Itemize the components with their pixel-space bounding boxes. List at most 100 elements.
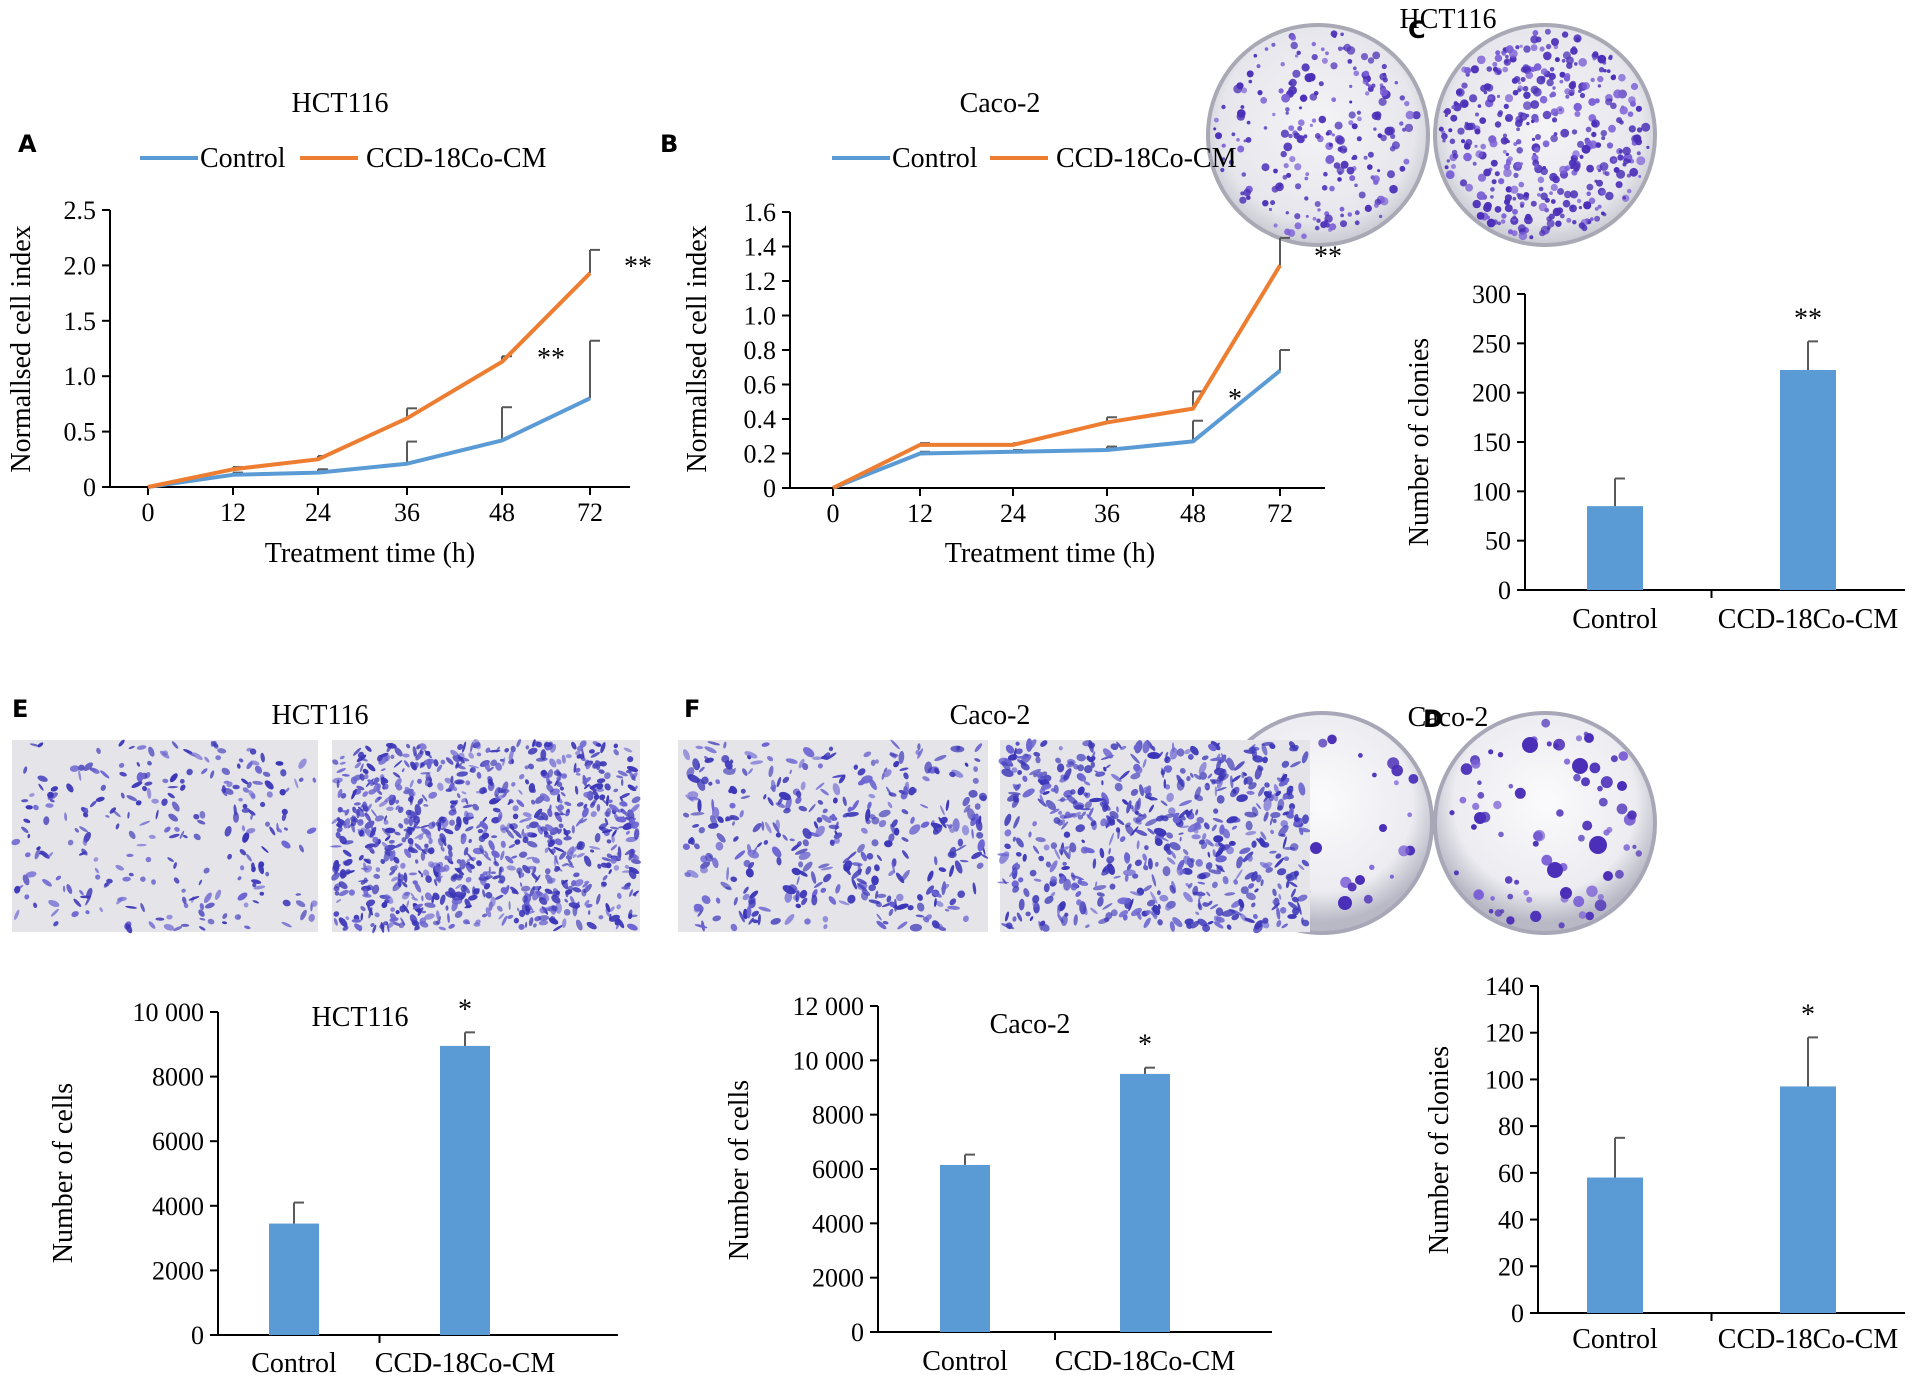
stained-cell: [414, 843, 422, 851]
stained-cell: [491, 799, 502, 804]
stained-cell: [362, 791, 369, 797]
stained-cell: [397, 878, 402, 888]
stained-cell: [83, 831, 91, 843]
colony-dot: [1393, 780, 1399, 786]
stained-cell: [1268, 793, 1274, 802]
stained-cell: [1278, 893, 1282, 900]
colony-dot: [1605, 98, 1613, 106]
stained-cell: [934, 754, 947, 762]
stained-cell: [1282, 794, 1289, 800]
stained-cell: [1097, 896, 1104, 907]
stained-cell: [1147, 751, 1161, 760]
stained-cell: [1248, 782, 1257, 790]
stained-cell: [457, 756, 470, 762]
stained-cell: [1228, 908, 1242, 916]
stained-cell: [527, 865, 537, 870]
colony-dot: [1496, 94, 1501, 98]
stained-cell: [974, 758, 981, 762]
stained-cell: [1007, 754, 1018, 761]
stained-cell: [1269, 816, 1274, 826]
colony-dot: [1503, 163, 1511, 171]
stained-cell: [105, 815, 110, 818]
stained-cell: [1244, 872, 1255, 880]
colony-dot: [1323, 171, 1328, 177]
stained-cell: [627, 784, 637, 792]
stained-cell: [734, 850, 746, 860]
stained-cell: [886, 895, 892, 903]
colony-dot: [1591, 131, 1597, 138]
stained-cell: [400, 862, 406, 869]
stained-cell: [508, 844, 516, 849]
y-tick-label: 140: [1485, 972, 1524, 1001]
stained-cell: [354, 762, 362, 769]
stained-cell: [705, 852, 714, 862]
stained-cell: [723, 767, 736, 776]
stained-cell: [886, 786, 893, 797]
stained-cell: [180, 923, 190, 927]
stained-cell: [241, 825, 246, 832]
stained-cell: [1188, 753, 1194, 759]
stained-cell: [1216, 753, 1221, 762]
stained-cell: [962, 796, 970, 807]
stained-cell: [532, 885, 542, 891]
colony-dot: [1516, 147, 1523, 154]
stained-cell: [465, 876, 472, 883]
stained-cell: [169, 773, 178, 783]
colony-dot: [1461, 139, 1465, 144]
stained-cell: [1144, 792, 1152, 799]
stained-cell: [721, 754, 730, 763]
colony-dot: [1561, 58, 1566, 63]
colony-dot: [1601, 136, 1606, 141]
stained-cell: [890, 739, 900, 750]
stained-cell: [704, 755, 709, 761]
colony-dot: [1554, 57, 1560, 63]
stained-cell: [1194, 794, 1204, 802]
colony-dot: [1455, 88, 1465, 97]
stained-cell: [222, 913, 228, 920]
stained-cell: [144, 781, 153, 786]
stained-cell: [1239, 905, 1244, 912]
stained-cell: [466, 852, 474, 862]
stained-cell: [460, 885, 467, 892]
stained-cell: [281, 840, 291, 849]
stained-cell: [298, 844, 305, 853]
stained-cell: [549, 758, 557, 768]
stained-cell: [690, 812, 705, 816]
stained-cell: [611, 835, 615, 843]
stained-cell: [626, 765, 639, 773]
stained-cell: [743, 886, 749, 894]
colony-dot: [1271, 185, 1279, 193]
colony-dot: [1560, 887, 1572, 899]
stained-cell: [183, 749, 193, 754]
stained-cell: [772, 822, 780, 834]
stained-cell: [1245, 831, 1257, 836]
stained-cell: [1151, 873, 1157, 887]
stained-cell: [373, 777, 380, 783]
stained-cell: [580, 818, 588, 824]
stained-cell: [518, 789, 523, 795]
colony-dot: [1548, 72, 1556, 80]
stained-cell: [474, 887, 481, 894]
stained-cell: [369, 826, 377, 838]
stained-cell: [574, 785, 579, 795]
stained-cell: [378, 756, 389, 765]
stained-cell: [201, 768, 208, 775]
stained-cell: [559, 786, 564, 791]
stained-cell: [279, 788, 286, 796]
stained-cell: [927, 870, 934, 882]
colony-dot: [1574, 62, 1578, 66]
stained-cell: [740, 795, 751, 799]
stained-cell: [1109, 883, 1116, 890]
stained-cell: [1012, 783, 1019, 790]
stained-cell: [1147, 858, 1153, 870]
colony-dot: [1610, 755, 1618, 763]
y-tick-label: 1.2: [744, 267, 777, 296]
colony-dot: [1588, 98, 1597, 106]
colony-dot: [1589, 762, 1601, 774]
stained-cell: [420, 851, 426, 861]
colony-dot: [1253, 53, 1258, 58]
colony-dot: [1520, 204, 1524, 208]
stained-cell: [954, 860, 963, 874]
stained-cell: [1022, 775, 1028, 782]
colony-dot: [1597, 75, 1604, 83]
